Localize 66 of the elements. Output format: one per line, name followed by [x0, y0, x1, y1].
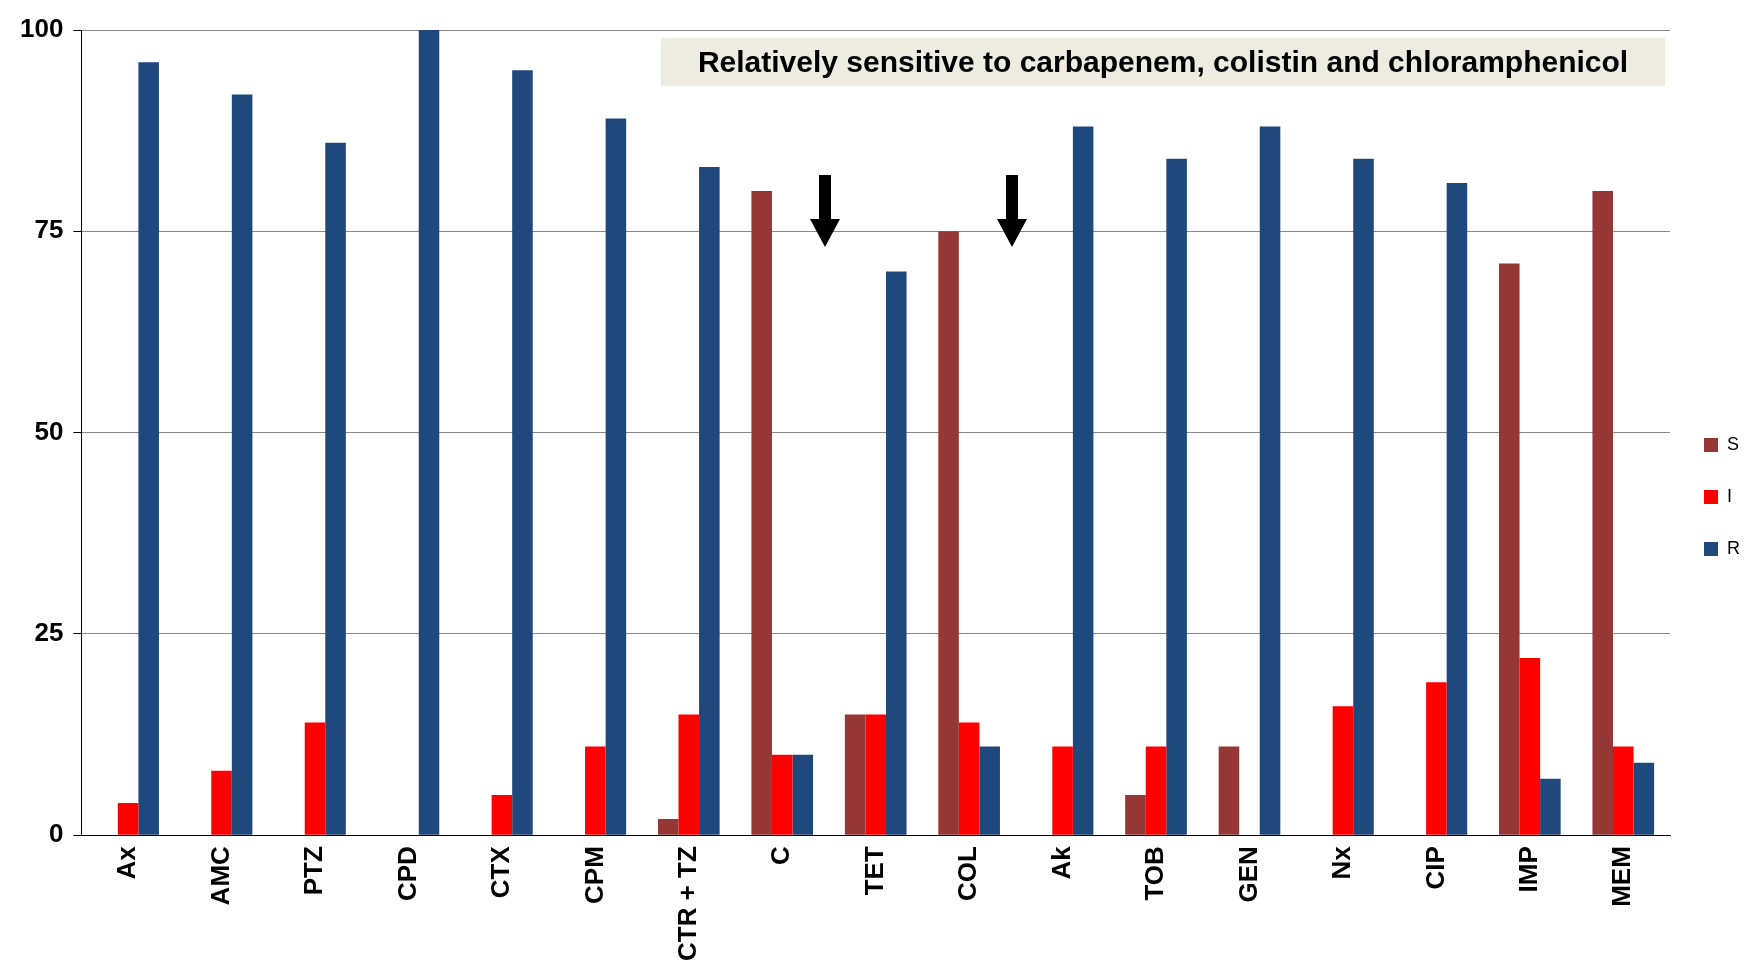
bar — [1540, 778, 1561, 835]
x-tick-label: MEM — [1606, 846, 1637, 907]
bar — [605, 118, 627, 835]
bar — [138, 62, 159, 835]
bar — [958, 722, 980, 835]
bar — [979, 746, 1000, 835]
bar — [231, 94, 253, 835]
legend-label: R — [1727, 537, 1740, 558]
bar — [1592, 191, 1613, 835]
bar — [1519, 658, 1541, 835]
x-tick-label: AMC — [204, 845, 235, 906]
x-tick-label: CPD — [391, 846, 422, 902]
x-tick-label: COL — [952, 846, 983, 902]
legend-label: S — [1727, 433, 1740, 454]
x-tick-label: CTX — [485, 845, 516, 899]
bar — [1353, 158, 1374, 835]
annotation: Relatively sensitive to carbapenem, colistin and chloramphenicol — [660, 38, 1666, 87]
bar — [1218, 746, 1240, 835]
x-tick-label: GEN — [1232, 846, 1263, 903]
x-tick-label: Ak — [1045, 845, 1076, 880]
bar — [304, 722, 326, 835]
y-tick-label: 0 — [48, 818, 64, 849]
bar — [1332, 706, 1354, 835]
bar — [751, 191, 772, 835]
bar — [1633, 762, 1655, 835]
bar — [325, 142, 346, 835]
legend-label: I — [1727, 485, 1733, 506]
bar — [512, 70, 533, 835]
bar — [585, 746, 606, 835]
bar — [211, 770, 232, 835]
bar — [1426, 682, 1447, 835]
x-tick-label: Ax — [111, 845, 142, 880]
x-tick-label: IMP — [1513, 846, 1543, 893]
x-tick-label: CTR + TZ — [671, 846, 702, 962]
bar — [1072, 126, 1094, 835]
bar — [657, 819, 679, 835]
bar — [418, 30, 440, 835]
x-tick-label: CIP — [1419, 846, 1450, 890]
y-tick-label: 25 — [34, 617, 64, 648]
x-tick-label: Nx — [1326, 845, 1357, 880]
y-tick-label: 100 — [19, 13, 64, 44]
bar — [1145, 746, 1167, 835]
bar — [1125, 794, 1146, 835]
bar — [678, 714, 700, 835]
bar — [1613, 746, 1634, 835]
bar — [491, 794, 513, 835]
bar — [844, 714, 866, 835]
bar — [1259, 126, 1281, 835]
y-tick-label: 50 — [34, 415, 64, 446]
bar — [1498, 263, 1520, 835]
bar — [1052, 746, 1073, 835]
bar — [699, 166, 720, 835]
bar — [771, 754, 793, 835]
bar — [865, 714, 886, 835]
bar — [885, 271, 907, 835]
x-tick-label: C — [765, 845, 796, 865]
y-tick-label: 75 — [34, 214, 64, 245]
x-tick-label: TOB — [1139, 846, 1170, 901]
bar — [792, 754, 814, 835]
bar — [1446, 182, 1468, 835]
bar — [938, 231, 959, 835]
bar — [1166, 158, 1187, 835]
bar — [117, 802, 139, 835]
x-tick-label: CPM — [578, 846, 609, 904]
x-tick-label: TET — [858, 846, 889, 896]
x-tick-label: PTZ — [298, 846, 329, 896]
